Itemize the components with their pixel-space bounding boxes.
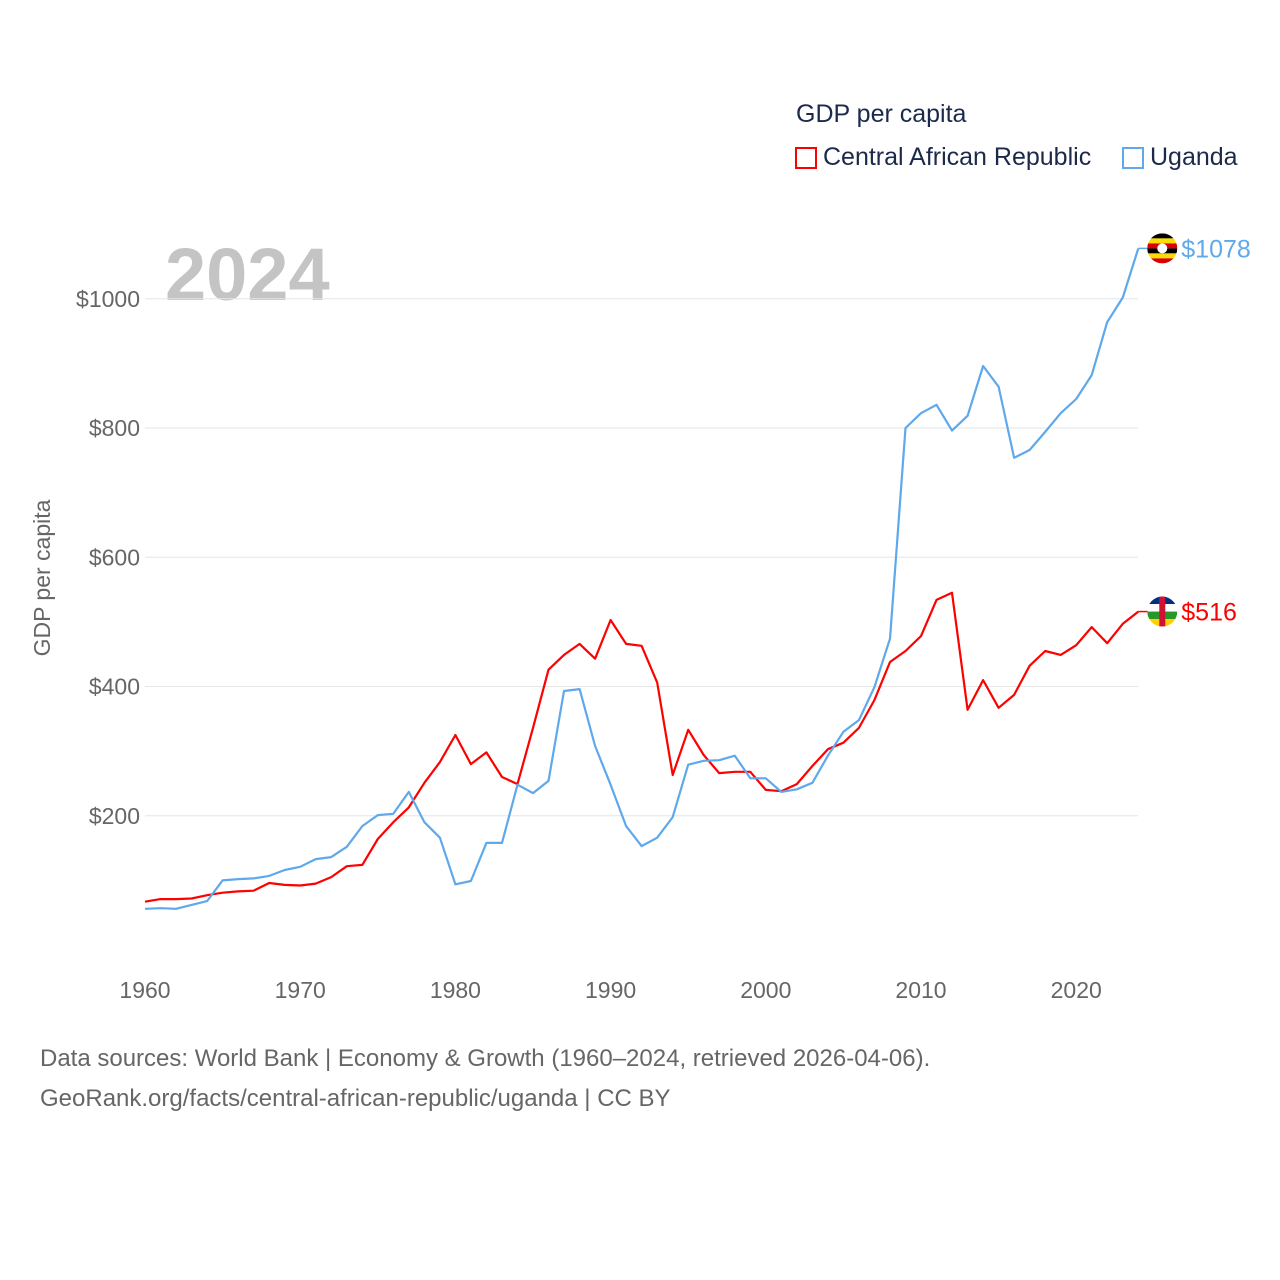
flag-band (1159, 596, 1166, 627)
x-tick-label: 1980 (430, 977, 481, 1003)
y-tick-label: $800 (89, 415, 140, 441)
flag-stripe (1147, 233, 1178, 239)
y-tick-label: $400 (89, 674, 140, 700)
x-tick-label: 2020 (1051, 977, 1102, 1003)
legend-label: Uganda (1150, 143, 1238, 171)
legend-item-central-african-republic[interactable]: Central African Republic (795, 143, 1091, 172)
uganda-flag-icon (1147, 233, 1178, 264)
series-line-central-african-republic (144, 591, 1139, 903)
series-line-uganda (144, 248, 1140, 910)
x-tick-label: 1970 (275, 977, 326, 1003)
x-tick-label: 1960 (119, 977, 170, 1003)
y-tick-label: $600 (89, 544, 140, 570)
x-tick-label: 2010 (895, 977, 946, 1003)
flag-stripe (1147, 258, 1178, 264)
x-tick-label: 2000 (740, 977, 791, 1003)
legend-swatch (795, 146, 817, 169)
y-tick-label: $200 (89, 803, 140, 829)
footer-link[interactable]: GeoRank.org/facts/central-african-republ… (40, 1085, 671, 1112)
end-value-label: $516 (1181, 599, 1237, 627)
central-african-republic-flag-icon (1147, 596, 1178, 627)
legend-item-uganda[interactable]: Uganda (1122, 143, 1238, 172)
flag-stripe (1147, 253, 1178, 259)
legend-swatch (1122, 146, 1144, 169)
footer-sources: Data sources: World Bank | Economy & Gro… (40, 1045, 931, 1072)
y-tick-label: $1000 (76, 286, 140, 312)
x-tick-label: 1990 (585, 977, 636, 1003)
legend-title: GDP per capita (796, 100, 967, 128)
flag-emblem (1157, 243, 1168, 254)
year-label: 2024 (165, 233, 330, 316)
end-value-label: $1078 (1181, 235, 1251, 263)
y-axis-title: GDP per capita (29, 499, 55, 656)
legend-label: Central African Republic (823, 143, 1092, 171)
flag-stripe (1147, 238, 1178, 244)
